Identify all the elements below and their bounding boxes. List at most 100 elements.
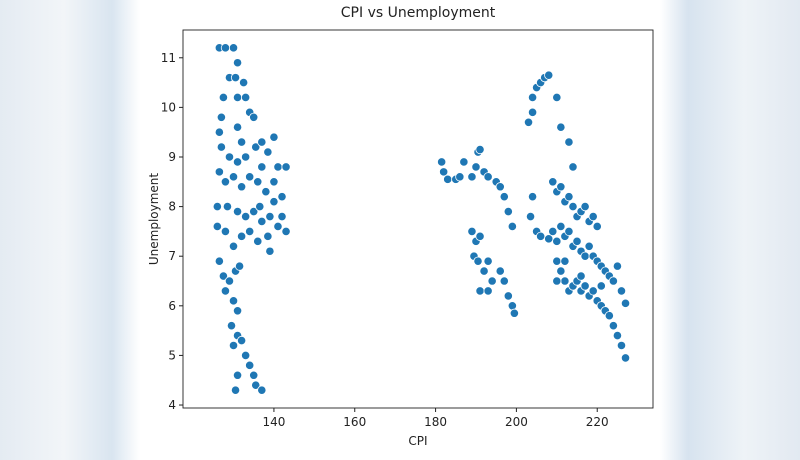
scatter-point: [232, 58, 243, 68]
scatter-point: [608, 276, 618, 286]
scatter-point: [265, 246, 275, 256]
scatter-point: [584, 241, 594, 251]
scatter-point: [507, 221, 517, 232]
scatter-point: [523, 117, 534, 127]
scatter-point: [241, 152, 251, 162]
scatter-point: [580, 251, 590, 261]
scatter-point: [265, 211, 275, 222]
scatter-point: [249, 112, 259, 122]
scatter-point: [214, 167, 224, 177]
scatter-point: [257, 162, 267, 172]
scatter-point: [230, 385, 241, 395]
scatter-point: [249, 206, 259, 217]
scatter-point: [475, 231, 485, 241]
scatter-point: [257, 137, 267, 147]
scatter-point: [527, 192, 538, 202]
scatter-point: [620, 298, 631, 308]
scatter-point: [228, 241, 239, 251]
scatter-point: [527, 107, 538, 117]
scatter-point: [263, 231, 273, 241]
scatter-point: [572, 236, 582, 246]
x-tick-label: 220: [586, 415, 609, 429]
scatter-point: [459, 157, 469, 167]
scatter-point: [236, 137, 247, 147]
scatter-point: [495, 266, 505, 276]
scatter-point: [261, 187, 271, 197]
scatter-point: [612, 330, 623, 341]
scatter-point: [503, 291, 513, 301]
scatter-point: [251, 380, 261, 390]
scatter-point: [556, 122, 566, 132]
x-tick-label: 180: [424, 415, 447, 429]
scatter-point: [560, 256, 570, 266]
scatter-point: [556, 266, 566, 276]
scatter-point: [228, 43, 239, 53]
scatter-point: [620, 353, 631, 363]
scatter-point: [253, 236, 263, 246]
scatter-point: [214, 127, 224, 137]
scatter-point: [568, 162, 578, 172]
scatter-point: [487, 276, 497, 286]
scatter-point: [556, 182, 566, 192]
scatter-point: [616, 340, 627, 351]
scatter-point: [495, 182, 505, 192]
scatter-point: [483, 172, 493, 182]
scatter-point: [588, 286, 598, 296]
scatter-point: [552, 92, 562, 103]
scatter-point: [269, 132, 279, 142]
scatter-point: [616, 286, 627, 296]
scatter-point: [220, 226, 231, 237]
scatter-point: [232, 306, 243, 316]
scatter-point: [236, 182, 247, 192]
scatter-point: [273, 221, 283, 232]
x-axis-label: CPI: [408, 434, 427, 448]
scatter-point: [255, 201, 265, 212]
scatter-point: [467, 226, 477, 237]
scatter-point: [239, 77, 249, 88]
scatter-point: [230, 73, 241, 83]
scatter-point: [228, 172, 239, 182]
scatter-point: [220, 43, 231, 53]
scatter-point: [220, 286, 231, 296]
scatter-point: [548, 226, 558, 237]
scatter-point: [608, 321, 618, 331]
scatter-point: [552, 276, 562, 286]
scatter-point: [473, 256, 483, 266]
scatter-point: [228, 296, 239, 306]
scatter-point: [596, 281, 606, 291]
y-tick-label: 10: [161, 100, 176, 114]
scatter-point: [253, 177, 263, 187]
scatter-point: [525, 211, 536, 222]
scatter-point: [479, 266, 489, 276]
y-axis-label: Unemployment: [147, 173, 161, 266]
scatter-point: [251, 142, 261, 152]
scatter-point: [226, 321, 237, 331]
chart-title: CPI vs Unemployment: [341, 5, 496, 21]
scatter-point: [499, 276, 509, 286]
scatter-point: [281, 226, 291, 237]
scatter-point: [228, 340, 239, 351]
scatter-point: [232, 92, 243, 103]
scatter-point: [499, 192, 509, 202]
scatter-point: [232, 370, 243, 380]
scatter-point: [439, 167, 449, 177]
scatter-point: [580, 201, 590, 212]
y-tick-label: 5: [168, 348, 176, 362]
scatter-point: [241, 92, 251, 103]
scatter-point: [483, 286, 493, 296]
scatter-point: [455, 172, 465, 182]
y-tick-label: 11: [161, 51, 176, 65]
scatter-point: [560, 276, 570, 286]
y-tick-label: 4: [168, 398, 176, 412]
scatter-point: [281, 162, 291, 172]
scatter-point: [612, 261, 623, 271]
scatter-point: [556, 221, 566, 232]
scatter-point: [552, 236, 562, 246]
scatter-point: [544, 70, 554, 80]
scatter-point: [269, 177, 279, 187]
scatter-point: [527, 92, 538, 103]
scatter-point: [245, 172, 255, 182]
scatter-point: [552, 256, 562, 266]
scatter-point: [273, 162, 283, 172]
scatter-point: [218, 271, 229, 281]
